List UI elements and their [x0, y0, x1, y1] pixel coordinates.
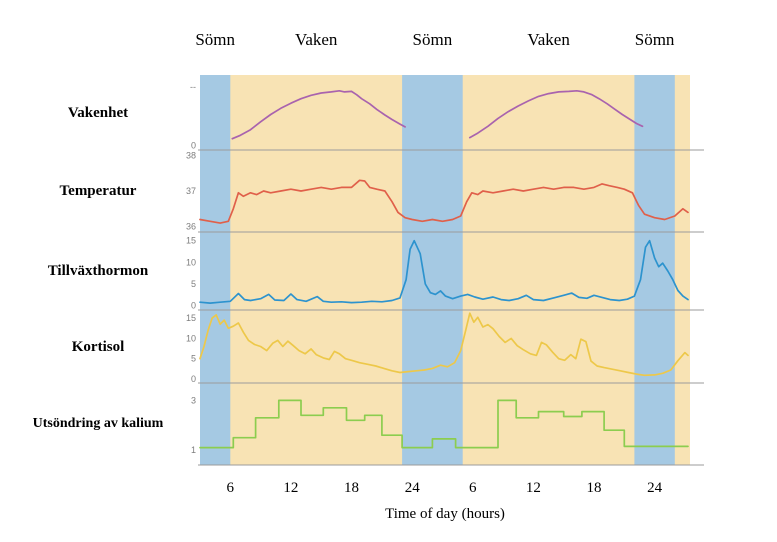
- y-tick-label-tillvaxthormon: 10: [186, 257, 196, 267]
- series-tillvaxthormon: [199, 239, 689, 304]
- y-tick-label-vakenhet: 0: [191, 141, 196, 151]
- row-label-kortisol: Kortisol: [71, 339, 125, 355]
- sleep-band: [402, 75, 463, 465]
- row-label-kalium: Utsöndring av kalium: [32, 416, 164, 431]
- x-tick-label: 24: [404, 480, 420, 496]
- x-axis-title: Time of day (hours): [385, 506, 505, 522]
- series-vakenhet: [231, 89, 406, 140]
- y-tick-label-vakenhet: --: [190, 82, 196, 92]
- x-tick-label: 6: [469, 480, 477, 496]
- x-tick-label: 18: [344, 480, 359, 496]
- sleep-band: [634, 75, 675, 465]
- y-tick-label-kortisol: 5: [191, 354, 196, 364]
- x-tick-label: 6: [226, 480, 235, 496]
- row-label-vakenhet: Vakenhet: [67, 105, 129, 121]
- series-kortisol: [199, 312, 689, 377]
- row-label-temperatur: Temperatur: [59, 183, 137, 199]
- row-label-tillvaxthormon: Tillväxthormon: [47, 263, 149, 279]
- x-tick-label: 24: [647, 480, 663, 496]
- y-tick-label-kortisol: 10: [186, 333, 196, 343]
- x-tick-label: 12: [283, 480, 299, 496]
- period-label: Sömn: [195, 30, 236, 49]
- y-tick-label-kalium: 1: [191, 445, 196, 455]
- series-temperatur: [199, 179, 689, 224]
- y-tick-label-temperatur: 37: [186, 186, 196, 196]
- series-vakenhet: [468, 89, 644, 139]
- series-kalium: [199, 399, 689, 449]
- period-label: Vaken: [294, 30, 338, 49]
- period-label: Vaken: [527, 30, 570, 49]
- period-label: Sömn: [634, 30, 675, 49]
- x-tick-label: 12: [525, 480, 541, 496]
- x-tick-label: 18: [586, 480, 602, 496]
- y-tick-label-tillvaxthormon: 15: [186, 236, 196, 246]
- y-tick-label-tillvaxthormon: 0: [191, 301, 196, 311]
- period-label: Sömn: [412, 30, 453, 49]
- y-tick-label-kalium: 3: [191, 395, 196, 405]
- y-tick-label-temperatur: 38: [186, 150, 196, 160]
- y-tick-label-kortisol: 15: [186, 313, 196, 323]
- y-tick-label-tillvaxthormon: 5: [191, 279, 196, 289]
- y-tick-label-kortisol: 0: [191, 374, 196, 384]
- y-tick-label-temperatur: 36: [186, 222, 196, 232]
- sleep-band: [200, 75, 231, 465]
